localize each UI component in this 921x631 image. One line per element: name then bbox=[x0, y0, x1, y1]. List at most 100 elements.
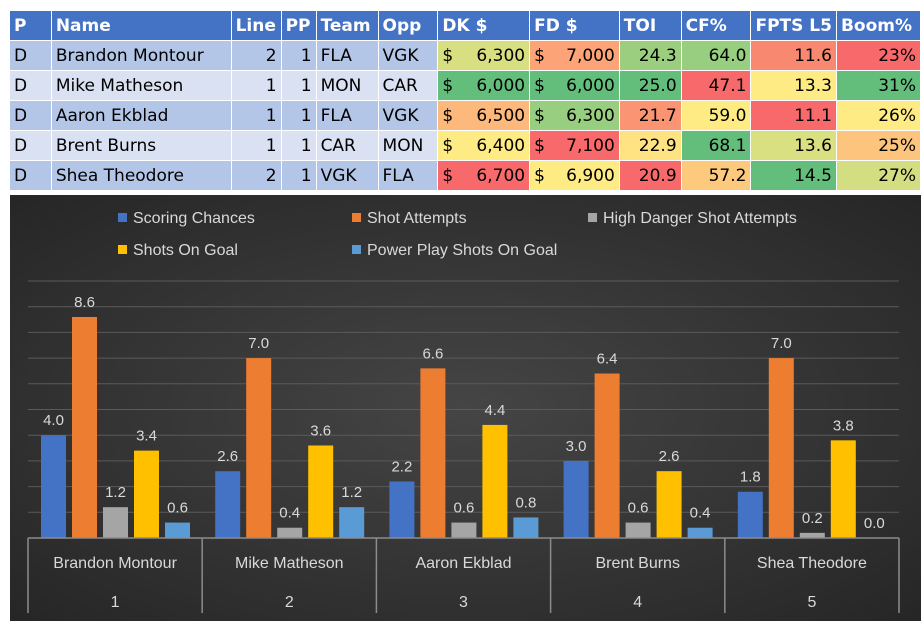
legend-label: Power Play Shots On Goal bbox=[367, 242, 557, 259]
column-header[interactable]: Team bbox=[315, 10, 379, 41]
bar bbox=[41, 435, 66, 538]
salary-value: 7,000 bbox=[566, 45, 615, 66]
cell-dk: $ 6,300 bbox=[437, 40, 531, 71]
cell-fd: $ 7,000 bbox=[529, 40, 620, 71]
data-label: 6.4 bbox=[597, 351, 618, 368]
cell-cf: 57.2 bbox=[680, 160, 752, 191]
legend-label: High Danger Shot Attempts bbox=[603, 210, 797, 227]
data-label: 6.6 bbox=[422, 345, 443, 362]
bar bbox=[215, 471, 241, 538]
column-header[interactable]: Line bbox=[230, 10, 282, 41]
category-sublabel: 3 bbox=[459, 594, 468, 611]
data-label: 0.4 bbox=[279, 505, 300, 522]
cell-fpts: 13.6 bbox=[750, 130, 837, 161]
bar bbox=[656, 471, 682, 538]
data-label: 3.6 bbox=[310, 422, 331, 439]
data-label: 0.6 bbox=[453, 500, 474, 517]
cell-opp: FLA bbox=[377, 160, 439, 191]
cell-p: D bbox=[9, 160, 52, 191]
cell-line: 1 bbox=[230, 100, 282, 131]
bar bbox=[277, 527, 303, 538]
data-label: 0.6 bbox=[628, 500, 649, 517]
cell-boom: 23% bbox=[835, 40, 921, 71]
cell-p: D bbox=[9, 130, 52, 161]
data-label: 0.8 bbox=[515, 494, 536, 511]
column-header[interactable]: CF% bbox=[680, 10, 752, 41]
column-header[interactable]: Boom% bbox=[835, 10, 921, 41]
cell-team: FLA bbox=[315, 100, 379, 131]
cell-dk: $ 6,700 bbox=[437, 160, 531, 191]
cell-pp: 1 bbox=[280, 40, 317, 71]
cell-p: D bbox=[9, 100, 52, 131]
cell-boom: 25% bbox=[835, 130, 921, 161]
column-header[interactable]: PP bbox=[280, 10, 317, 41]
legend-swatch bbox=[588, 213, 597, 222]
category-label: Brent Burns bbox=[595, 555, 679, 572]
bar bbox=[451, 522, 477, 538]
category-sublabel: 1 bbox=[111, 594, 120, 611]
category-sublabel: 2 bbox=[285, 594, 294, 611]
cell-line: 2 bbox=[230, 160, 282, 191]
data-label: 4.0 bbox=[43, 412, 64, 429]
data-label: 3.8 bbox=[833, 417, 854, 434]
data-label: 3.4 bbox=[136, 428, 157, 445]
currency-symbol: $ bbox=[442, 105, 454, 126]
cell-pp: 1 bbox=[280, 160, 317, 191]
cell-name: Aaron Ekblad bbox=[50, 100, 232, 131]
salary-value: 6,500 bbox=[476, 105, 526, 126]
cell-team: FLA bbox=[315, 40, 379, 71]
cell-fd: $ 6,000 bbox=[529, 70, 620, 101]
cell-toi: 21.7 bbox=[618, 100, 682, 131]
data-label: 0.6 bbox=[167, 500, 188, 517]
currency-symbol: $ bbox=[534, 75, 545, 96]
column-header[interactable]: Opp bbox=[377, 10, 439, 41]
cell-fd: $ 6,900 bbox=[529, 160, 620, 191]
data-label: 3.0 bbox=[566, 438, 587, 455]
bar bbox=[339, 507, 365, 538]
bar bbox=[830, 440, 856, 538]
cell-name: Mike Matheson bbox=[50, 70, 232, 101]
table-row: D Brent Burns 1 1 CAR MON $ 6,400 $ 7,100 22.9 68… bbox=[9, 130, 921, 161]
cell-fpts: 13.3 bbox=[750, 70, 837, 101]
salary-value: 7,100 bbox=[566, 135, 615, 156]
cell-boom: 31% bbox=[835, 70, 921, 101]
table-row: D Brandon Montour 2 1 FLA VGK $ 6,300 $ 7,000 24… bbox=[9, 40, 921, 71]
table-row: D Mike Matheson 1 1 MON CAR $ 6,000 $ 6,000 25.0… bbox=[9, 70, 921, 101]
cell-fpts: 11.6 bbox=[750, 40, 837, 71]
bar bbox=[308, 445, 334, 538]
category-sublabel: 4 bbox=[633, 594, 642, 611]
bar bbox=[737, 491, 763, 538]
legend-swatch bbox=[118, 213, 127, 222]
data-label: 7.0 bbox=[771, 335, 792, 352]
column-header[interactable]: P bbox=[9, 10, 52, 41]
currency-symbol: $ bbox=[534, 45, 545, 66]
bar bbox=[625, 522, 651, 538]
currency-symbol: $ bbox=[442, 45, 454, 66]
salary-value: 6,000 bbox=[566, 75, 615, 96]
salary-value: 6,300 bbox=[476, 45, 526, 66]
data-label: 7.0 bbox=[248, 335, 269, 352]
legend-swatch bbox=[352, 213, 361, 222]
cell-name: Shea Theodore bbox=[50, 160, 232, 191]
column-header[interactable]: TOI bbox=[618, 10, 682, 41]
bar bbox=[482, 424, 508, 538]
category-label: Brandon Montour bbox=[53, 555, 177, 572]
cell-toi: 22.9 bbox=[618, 130, 682, 161]
bar bbox=[246, 358, 272, 538]
column-header[interactable]: Name bbox=[50, 10, 232, 41]
salary-value: 6,300 bbox=[566, 105, 615, 126]
cell-pp: 1 bbox=[280, 100, 317, 131]
bar bbox=[165, 522, 190, 538]
cell-toi: 25.0 bbox=[618, 70, 682, 101]
column-header[interactable]: FD $ bbox=[529, 10, 620, 41]
bar-chart: Scoring Chances Shot Attempts High Danger … bbox=[10, 195, 921, 621]
cell-boom: 27% bbox=[835, 160, 921, 191]
data-label: 0.0 bbox=[864, 515, 885, 532]
salary-value: 6,700 bbox=[476, 165, 526, 186]
cell-fd: $ 7,100 bbox=[529, 130, 620, 161]
bar bbox=[134, 450, 159, 538]
column-header[interactable]: FPTS L5 bbox=[750, 10, 837, 41]
category-sublabel: 5 bbox=[807, 594, 816, 611]
column-header[interactable]: DK $ bbox=[437, 10, 531, 41]
cell-dk: $ 6,500 bbox=[437, 100, 531, 131]
